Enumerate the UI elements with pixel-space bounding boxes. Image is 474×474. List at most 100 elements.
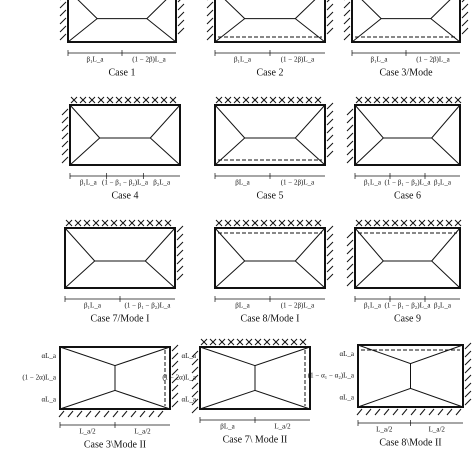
cross	[287, 96, 295, 104]
cross	[83, 219, 91, 227]
yield-line	[357, 344, 464, 365]
cross	[260, 219, 268, 227]
hatch	[343, 25, 351, 33]
yield-line	[294, 227, 326, 289]
cross	[269, 219, 277, 227]
hatch	[176, 265, 184, 273]
yield-line	[214, 104, 246, 166]
hatch	[437, 408, 444, 416]
dimension-label: β₁L_a	[234, 56, 252, 64]
cross	[110, 219, 118, 227]
cross	[119, 219, 127, 227]
cross	[233, 219, 241, 227]
hatch	[346, 132, 354, 140]
cross	[445, 96, 453, 104]
hatch	[410, 408, 417, 416]
cross	[364, 219, 372, 227]
hatch	[206, 25, 214, 33]
hatch	[58, 410, 65, 418]
cross	[299, 338, 307, 346]
hatch	[461, 27, 469, 35]
hatch	[326, 273, 334, 281]
hatch	[326, 0, 330, 3]
hatch	[392, 408, 399, 416]
cross	[427, 219, 435, 227]
case-caption: Case 8\Mode II	[379, 437, 441, 448]
cross	[296, 96, 304, 104]
hatch	[121, 410, 128, 418]
dimension-label: βL_a	[220, 423, 235, 431]
slab	[67, 0, 177, 43]
slab	[214, 0, 326, 43]
hatch	[326, 265, 334, 273]
side-label: αL_a	[41, 352, 56, 360]
yield-line	[59, 389, 171, 410]
side-label: αL_a	[181, 352, 196, 360]
slab	[69, 104, 181, 166]
cross	[272, 338, 280, 346]
hatch	[343, 1, 351, 9]
hatch	[176, 241, 184, 249]
hatch	[191, 374, 199, 382]
hatch	[346, 124, 354, 132]
slab	[354, 104, 461, 166]
hatch	[59, 17, 67, 25]
hatch	[67, 410, 74, 418]
yield-line	[69, 104, 101, 166]
hatch	[206, 17, 214, 25]
hatch	[326, 233, 334, 241]
hatch	[171, 384, 179, 392]
hatch	[346, 148, 354, 156]
cross	[137, 219, 145, 227]
yield-line	[214, 227, 246, 289]
hatch	[419, 408, 426, 416]
hatch	[191, 358, 199, 366]
cross	[373, 96, 381, 104]
cross	[133, 96, 141, 104]
hatch	[446, 408, 453, 416]
case-caption: Case 7/Mode I	[91, 313, 150, 324]
cross	[251, 219, 259, 227]
hatch	[59, 25, 67, 33]
hatch	[103, 410, 110, 418]
dimension-label: (1 − 2β)L_a	[281, 179, 315, 187]
cross	[160, 96, 168, 104]
cross	[278, 219, 286, 227]
cross	[151, 96, 159, 104]
yield-line	[146, 0, 177, 43]
cross	[260, 96, 268, 104]
hatch	[191, 398, 199, 406]
hatch	[61, 116, 69, 124]
hatch	[191, 382, 199, 390]
slab	[64, 227, 176, 289]
hatch	[374, 408, 381, 416]
side-label: (1 − 2α)L_a	[22, 374, 57, 382]
cross	[418, 96, 426, 104]
dimension-label: β₁L_a	[371, 56, 389, 64]
cross	[200, 338, 208, 346]
dimension-label: (1 − 2β)L_a	[281, 302, 315, 310]
cross	[124, 96, 132, 104]
hatch	[464, 374, 472, 382]
hatch	[346, 108, 354, 116]
cross	[314, 219, 322, 227]
hatch	[176, 233, 184, 241]
hatch	[176, 257, 184, 265]
yield-line	[430, 227, 461, 289]
cross	[74, 219, 82, 227]
hatch	[171, 376, 179, 384]
dimension-label: L_a/2	[429, 426, 446, 434]
hatch	[326, 150, 334, 158]
hatch	[464, 398, 472, 406]
hatch	[206, 33, 214, 41]
hatch	[171, 360, 179, 368]
hatch	[346, 116, 354, 124]
cross	[290, 338, 298, 346]
case-caption: Case 8/Mode I	[241, 313, 300, 324]
dimension-label: β₁L_a	[87, 56, 105, 64]
hatch	[464, 382, 472, 390]
dimension-label: (1 − 2β)L_a	[281, 56, 315, 64]
dimension-label: β₂L_a	[434, 179, 452, 187]
hatch	[177, 3, 185, 11]
cross	[382, 96, 390, 104]
